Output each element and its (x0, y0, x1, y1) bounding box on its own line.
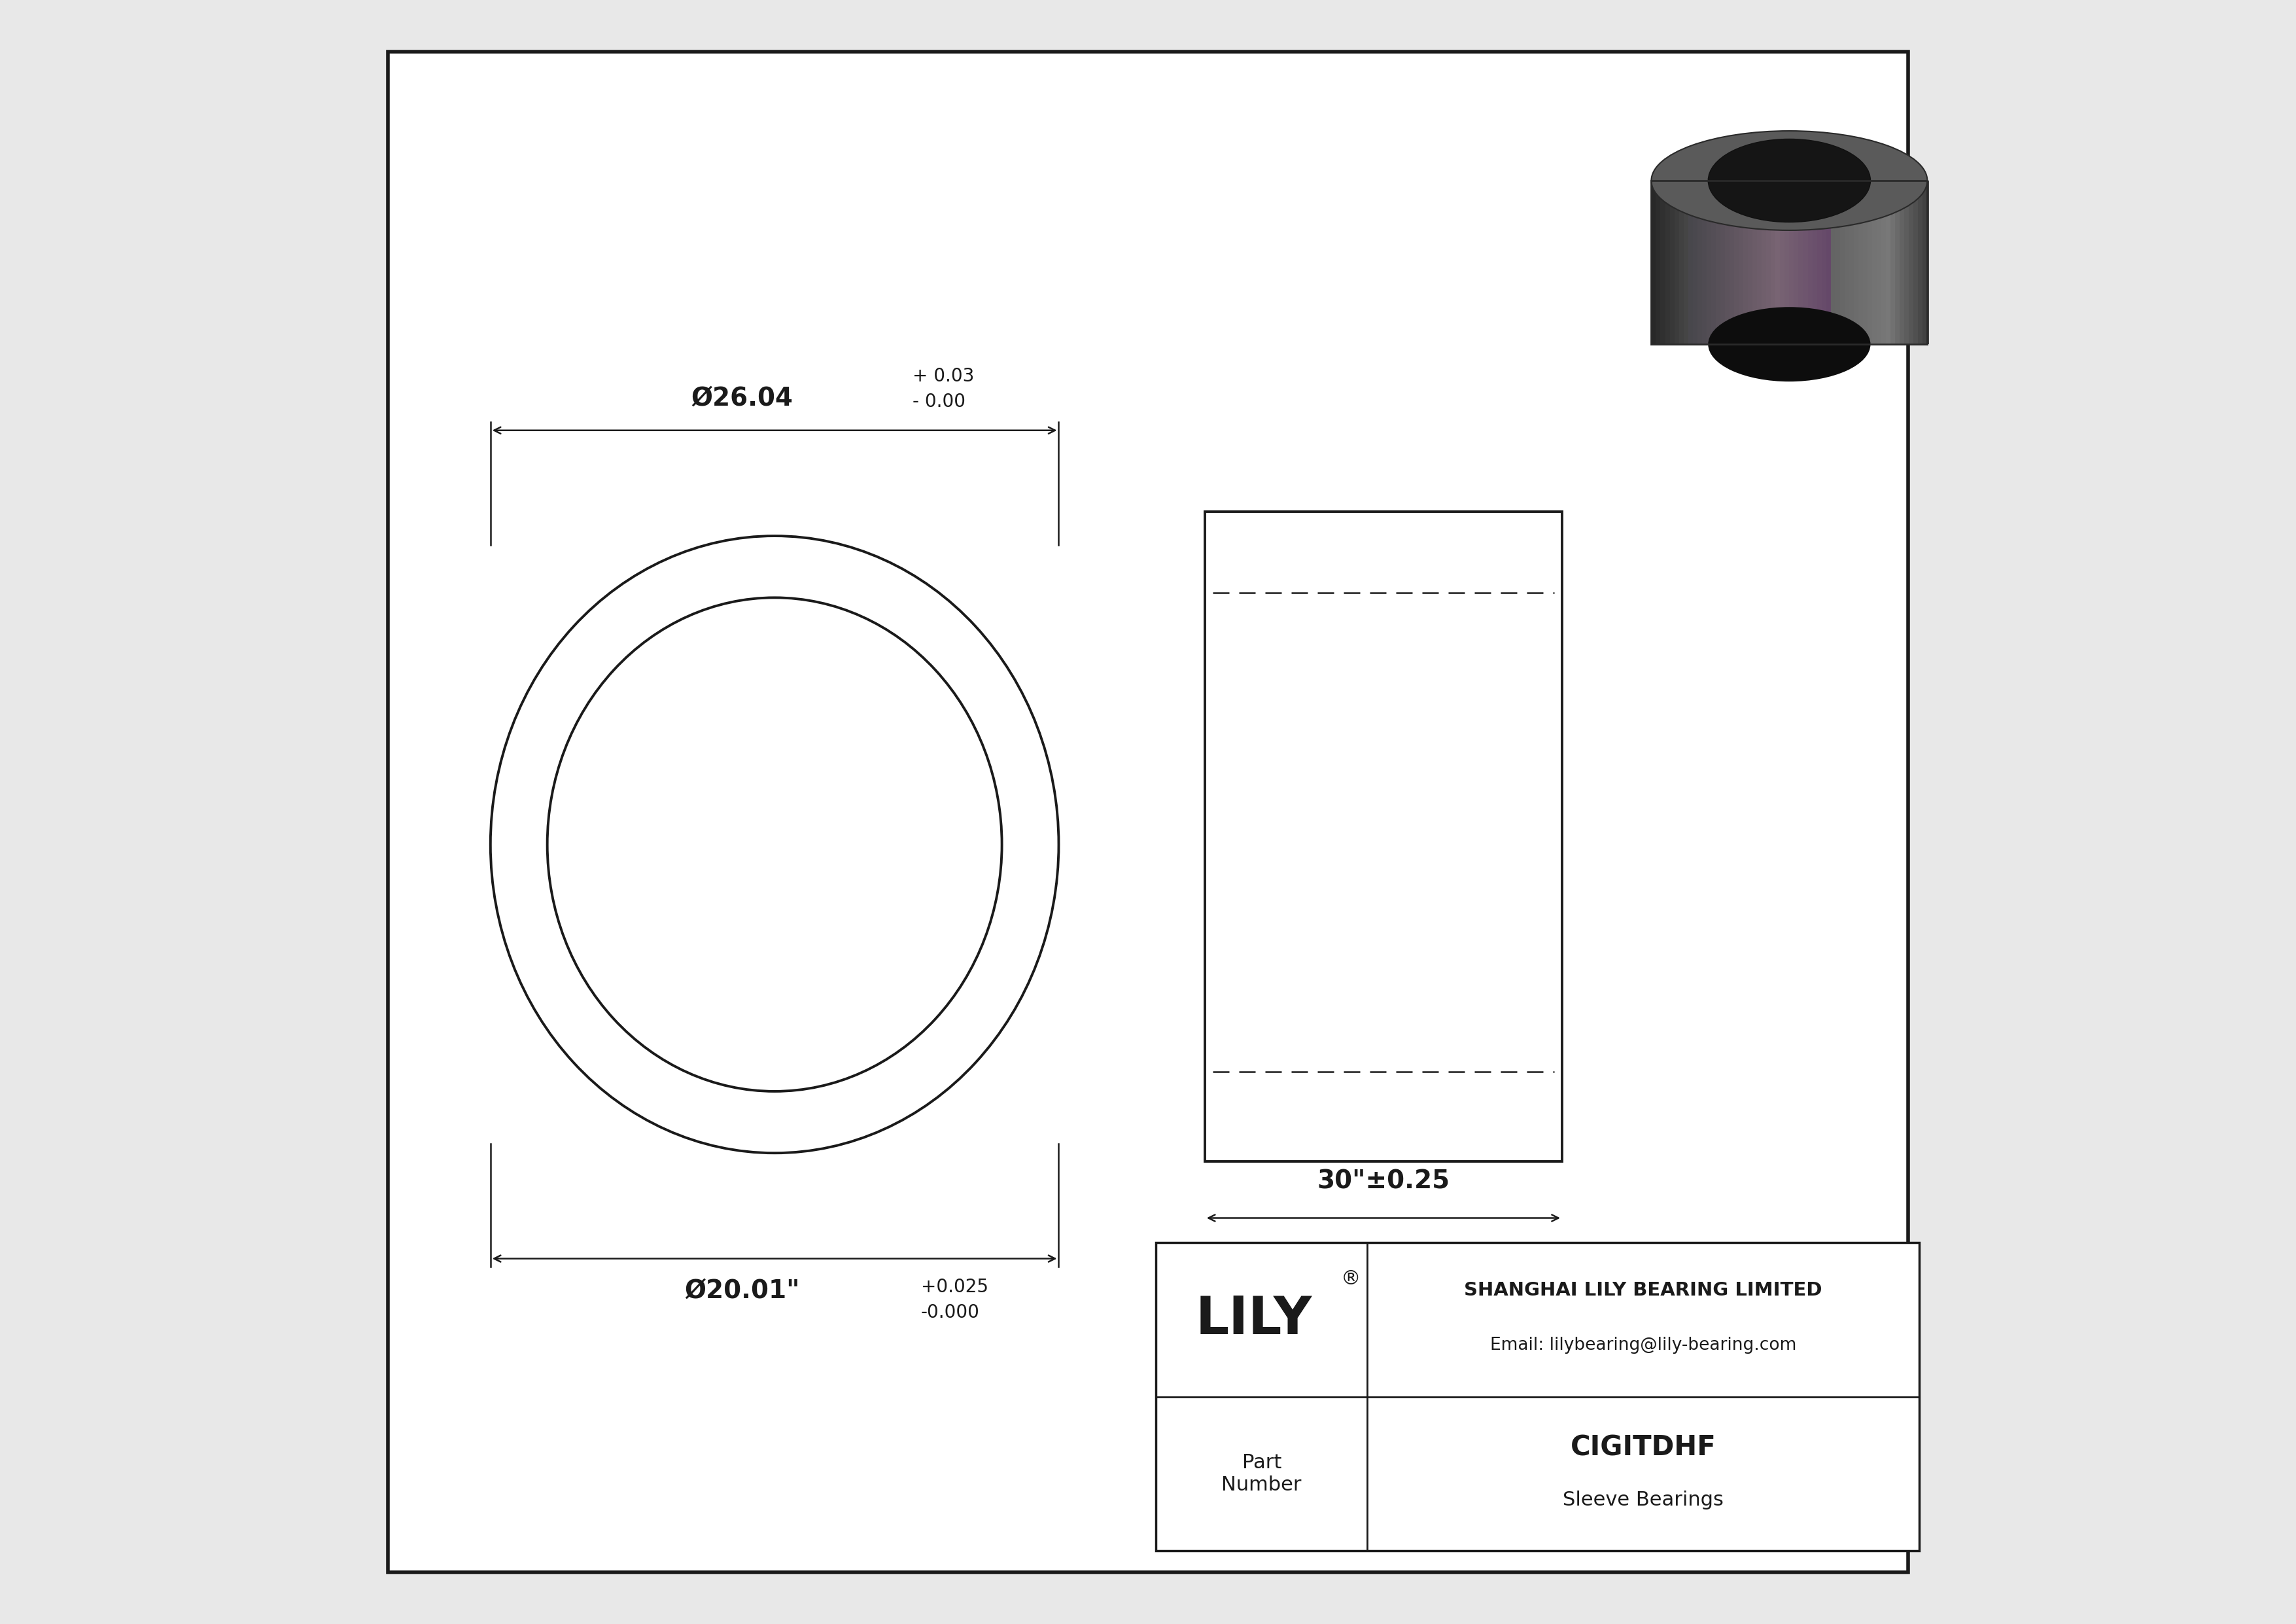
Bar (1683, 180, 1690, 344)
Bar (1766, 180, 1773, 344)
Bar (1825, 180, 1832, 344)
Bar (1779, 180, 1786, 344)
Bar (1862, 180, 1869, 344)
Bar (1651, 180, 1658, 344)
Bar (1655, 180, 1662, 344)
Bar (1761, 180, 1768, 344)
Bar (1802, 180, 1809, 344)
Bar (1885, 180, 1892, 344)
Ellipse shape (1651, 132, 1926, 231)
Bar (1743, 180, 1750, 344)
Bar (1674, 180, 1681, 344)
Bar (1157, 1242, 1919, 1551)
Bar (1894, 180, 1901, 344)
Bar (1880, 180, 1887, 344)
Bar (1830, 180, 1837, 344)
Bar (1922, 180, 1929, 344)
Bar (1692, 180, 1699, 344)
Bar (1711, 180, 1717, 344)
Bar (1913, 180, 1919, 344)
Text: LILY: LILY (1196, 1294, 1311, 1345)
Bar (1857, 180, 1864, 344)
Bar (1853, 180, 1860, 344)
Bar (1807, 180, 1814, 344)
Bar (1812, 180, 1818, 344)
Bar (1770, 180, 1777, 344)
Bar (1205, 512, 1561, 1161)
Text: Ø20.01": Ø20.01" (684, 1278, 799, 1302)
Bar (1724, 180, 1731, 344)
Bar (1729, 180, 1736, 344)
Bar (1752, 180, 1759, 344)
Bar (1678, 180, 1685, 344)
Bar (1720, 180, 1727, 344)
Text: + 0.03
- 0.00: + 0.03 - 0.00 (912, 367, 974, 411)
Bar (1821, 180, 1828, 344)
Text: CIGITDHF: CIGITDHF (1570, 1434, 1715, 1462)
Text: Part
Number: Part Number (1221, 1453, 1302, 1494)
Bar (1917, 180, 1924, 344)
Text: 30"±0.25: 30"±0.25 (1318, 1169, 1449, 1194)
Bar (1903, 180, 1910, 344)
Bar (1908, 180, 1915, 344)
Bar (1789, 180, 1795, 344)
Text: SHANGHAI LILY BEARING LIMITED: SHANGHAI LILY BEARING LIMITED (1465, 1281, 1823, 1299)
Bar (1876, 180, 1883, 344)
Text: +0.025
-0.000: +0.025 -0.000 (921, 1278, 987, 1322)
Bar (1775, 180, 1782, 344)
Bar (1871, 180, 1878, 344)
Bar (1899, 180, 1906, 344)
Bar (1835, 180, 1841, 344)
Bar (1839, 180, 1846, 344)
Bar (1738, 180, 1745, 344)
Bar (1669, 180, 1676, 344)
Bar (1660, 180, 1667, 344)
Bar (1701, 180, 1708, 344)
Text: Ø26.04: Ø26.04 (691, 387, 792, 411)
Bar (1867, 180, 1874, 344)
Bar (1651, 180, 1926, 344)
Bar (1665, 180, 1671, 344)
Bar (1697, 180, 1704, 344)
Bar (1793, 180, 1800, 344)
Bar (1733, 180, 1740, 344)
Text: ®: ® (1341, 1270, 1362, 1288)
Bar (1756, 180, 1763, 344)
Bar (1784, 180, 1791, 344)
Ellipse shape (1708, 307, 1871, 382)
Bar (1848, 180, 1855, 344)
Bar (1816, 180, 1823, 344)
Bar (1706, 180, 1713, 344)
Bar (1890, 180, 1896, 344)
Bar (1715, 180, 1722, 344)
Bar (1688, 180, 1694, 344)
Text: Sleeve Bearings: Sleeve Bearings (1564, 1491, 1724, 1509)
Bar (1844, 180, 1851, 344)
Text: Email: lilybearing@lily-bearing.com: Email: lilybearing@lily-bearing.com (1490, 1337, 1795, 1354)
Ellipse shape (1708, 140, 1871, 222)
Bar (1798, 180, 1805, 344)
Bar (1747, 180, 1754, 344)
